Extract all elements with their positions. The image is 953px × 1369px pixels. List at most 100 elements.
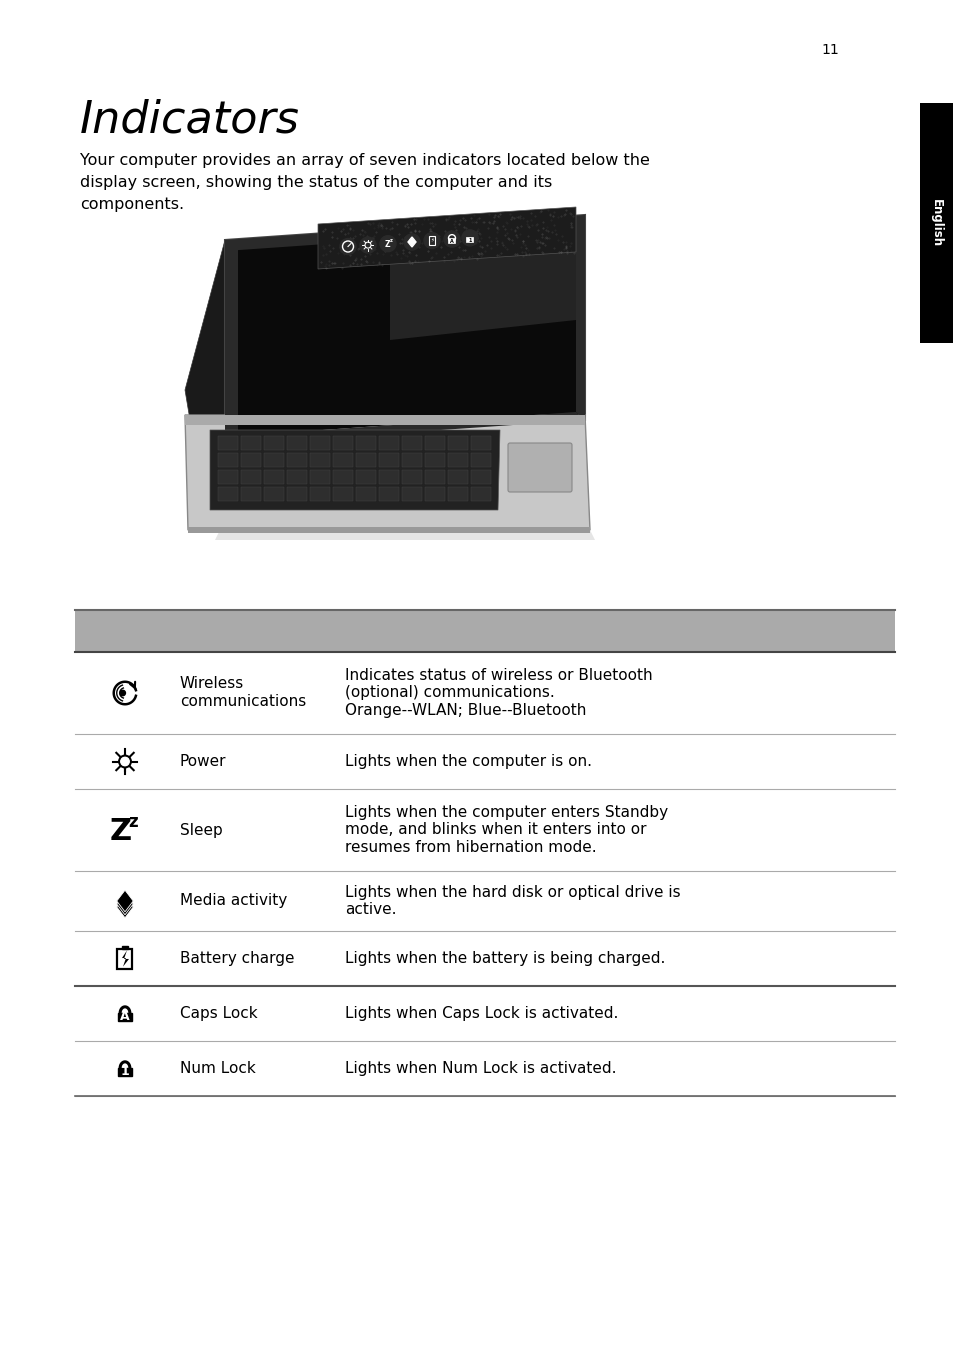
Circle shape <box>359 237 375 253</box>
FancyBboxPatch shape <box>401 487 421 501</box>
Text: Z: Z <box>384 240 390 249</box>
FancyBboxPatch shape <box>264 487 284 501</box>
FancyBboxPatch shape <box>75 986 894 1040</box>
Polygon shape <box>210 430 499 511</box>
Text: Sleep: Sleep <box>180 823 222 838</box>
Polygon shape <box>225 240 237 445</box>
FancyBboxPatch shape <box>355 470 375 485</box>
FancyBboxPatch shape <box>118 1068 132 1076</box>
FancyBboxPatch shape <box>471 435 491 450</box>
Text: active.: active. <box>345 902 396 917</box>
FancyBboxPatch shape <box>333 435 353 450</box>
FancyBboxPatch shape <box>333 470 353 485</box>
FancyBboxPatch shape <box>241 435 261 450</box>
Text: Lights when the computer is on.: Lights when the computer is on. <box>345 754 592 769</box>
Text: resumes from hibernation mode.: resumes from hibernation mode. <box>345 841 596 856</box>
FancyBboxPatch shape <box>378 435 398 450</box>
FancyBboxPatch shape <box>401 470 421 485</box>
FancyBboxPatch shape <box>287 435 307 450</box>
Polygon shape <box>188 527 589 533</box>
Polygon shape <box>225 215 584 251</box>
Circle shape <box>443 231 459 248</box>
Text: z: z <box>128 813 137 831</box>
Text: Indicators: Indicators <box>80 99 299 141</box>
FancyBboxPatch shape <box>287 453 307 467</box>
FancyBboxPatch shape <box>310 453 330 467</box>
Circle shape <box>403 234 419 251</box>
FancyBboxPatch shape <box>401 453 421 467</box>
FancyBboxPatch shape <box>448 435 468 450</box>
Polygon shape <box>116 890 133 912</box>
FancyBboxPatch shape <box>287 470 307 485</box>
Text: z: z <box>389 238 392 244</box>
Polygon shape <box>225 215 584 445</box>
FancyBboxPatch shape <box>378 487 398 501</box>
FancyBboxPatch shape <box>355 487 375 501</box>
FancyBboxPatch shape <box>310 435 330 450</box>
FancyBboxPatch shape <box>75 734 894 789</box>
FancyBboxPatch shape <box>264 435 284 450</box>
Polygon shape <box>576 215 584 420</box>
Polygon shape <box>185 415 584 424</box>
Text: Media activity: Media activity <box>180 894 287 909</box>
FancyBboxPatch shape <box>117 949 132 969</box>
FancyBboxPatch shape <box>75 652 894 734</box>
FancyBboxPatch shape <box>378 470 398 485</box>
FancyBboxPatch shape <box>424 435 444 450</box>
FancyBboxPatch shape <box>401 435 421 450</box>
FancyBboxPatch shape <box>466 237 473 242</box>
Polygon shape <box>185 415 589 530</box>
FancyBboxPatch shape <box>471 453 491 467</box>
Text: Lights when Num Lock is activated.: Lights when Num Lock is activated. <box>345 1061 616 1076</box>
Polygon shape <box>122 950 129 967</box>
FancyBboxPatch shape <box>355 453 375 467</box>
Circle shape <box>120 690 125 695</box>
FancyBboxPatch shape <box>287 487 307 501</box>
Text: Description: Description <box>345 623 449 638</box>
Text: Your computer provides an array of seven indicators located below the: Your computer provides an array of seven… <box>80 152 649 167</box>
FancyBboxPatch shape <box>448 470 468 485</box>
Circle shape <box>339 238 355 255</box>
Polygon shape <box>390 211 576 340</box>
Text: Caps Lock: Caps Lock <box>180 1006 257 1021</box>
FancyBboxPatch shape <box>264 453 284 467</box>
Text: Power: Power <box>180 754 226 769</box>
Polygon shape <box>408 237 416 246</box>
FancyBboxPatch shape <box>333 487 353 501</box>
Polygon shape <box>116 893 133 914</box>
FancyBboxPatch shape <box>310 487 330 501</box>
FancyBboxPatch shape <box>355 435 375 450</box>
Text: display screen, showing the status of the computer and its: display screen, showing the status of th… <box>80 174 552 189</box>
Text: Lights when Caps Lock is activated.: Lights when Caps Lock is activated. <box>345 1006 618 1021</box>
FancyBboxPatch shape <box>424 487 444 501</box>
Polygon shape <box>225 412 584 445</box>
FancyBboxPatch shape <box>507 444 572 491</box>
FancyBboxPatch shape <box>264 470 284 485</box>
FancyBboxPatch shape <box>218 453 237 467</box>
Text: Lights when the hard disk or optical drive is: Lights when the hard disk or optical dri… <box>345 884 679 899</box>
Text: communications: communications <box>180 694 306 709</box>
Text: Function: Function <box>180 623 258 638</box>
Polygon shape <box>214 530 595 539</box>
FancyBboxPatch shape <box>75 1040 894 1097</box>
FancyBboxPatch shape <box>241 487 261 501</box>
FancyBboxPatch shape <box>919 103 952 344</box>
Text: A: A <box>450 240 454 244</box>
FancyBboxPatch shape <box>122 946 128 949</box>
Text: components.: components. <box>80 197 184 211</box>
FancyBboxPatch shape <box>75 931 894 986</box>
Text: Battery charge: Battery charge <box>180 951 294 967</box>
FancyBboxPatch shape <box>310 470 330 485</box>
FancyBboxPatch shape <box>424 453 444 467</box>
Polygon shape <box>237 225 576 435</box>
FancyBboxPatch shape <box>218 470 237 485</box>
FancyBboxPatch shape <box>333 453 353 467</box>
Polygon shape <box>317 207 576 268</box>
Text: Icon: Icon <box>106 623 144 638</box>
FancyBboxPatch shape <box>75 611 894 652</box>
Text: Lights when the computer enters Standby: Lights when the computer enters Standby <box>345 805 667 820</box>
Text: 11: 11 <box>821 42 838 57</box>
Text: ⚡: ⚡ <box>430 238 434 244</box>
Text: Indicates status of wireless or Bluetooth: Indicates status of wireless or Bluetoot… <box>345 668 652 683</box>
Circle shape <box>379 235 395 252</box>
